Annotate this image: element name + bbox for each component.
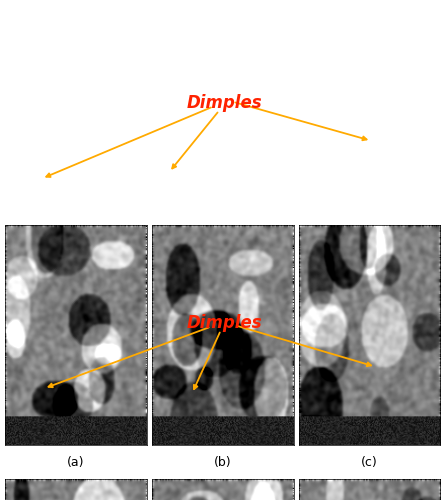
Text: Dimples: Dimples xyxy=(186,94,262,112)
Text: (a): (a) xyxy=(67,456,85,469)
Text: Dimples: Dimples xyxy=(186,314,262,332)
Text: (b): (b) xyxy=(214,456,232,469)
Text: (c): (c) xyxy=(361,456,378,469)
